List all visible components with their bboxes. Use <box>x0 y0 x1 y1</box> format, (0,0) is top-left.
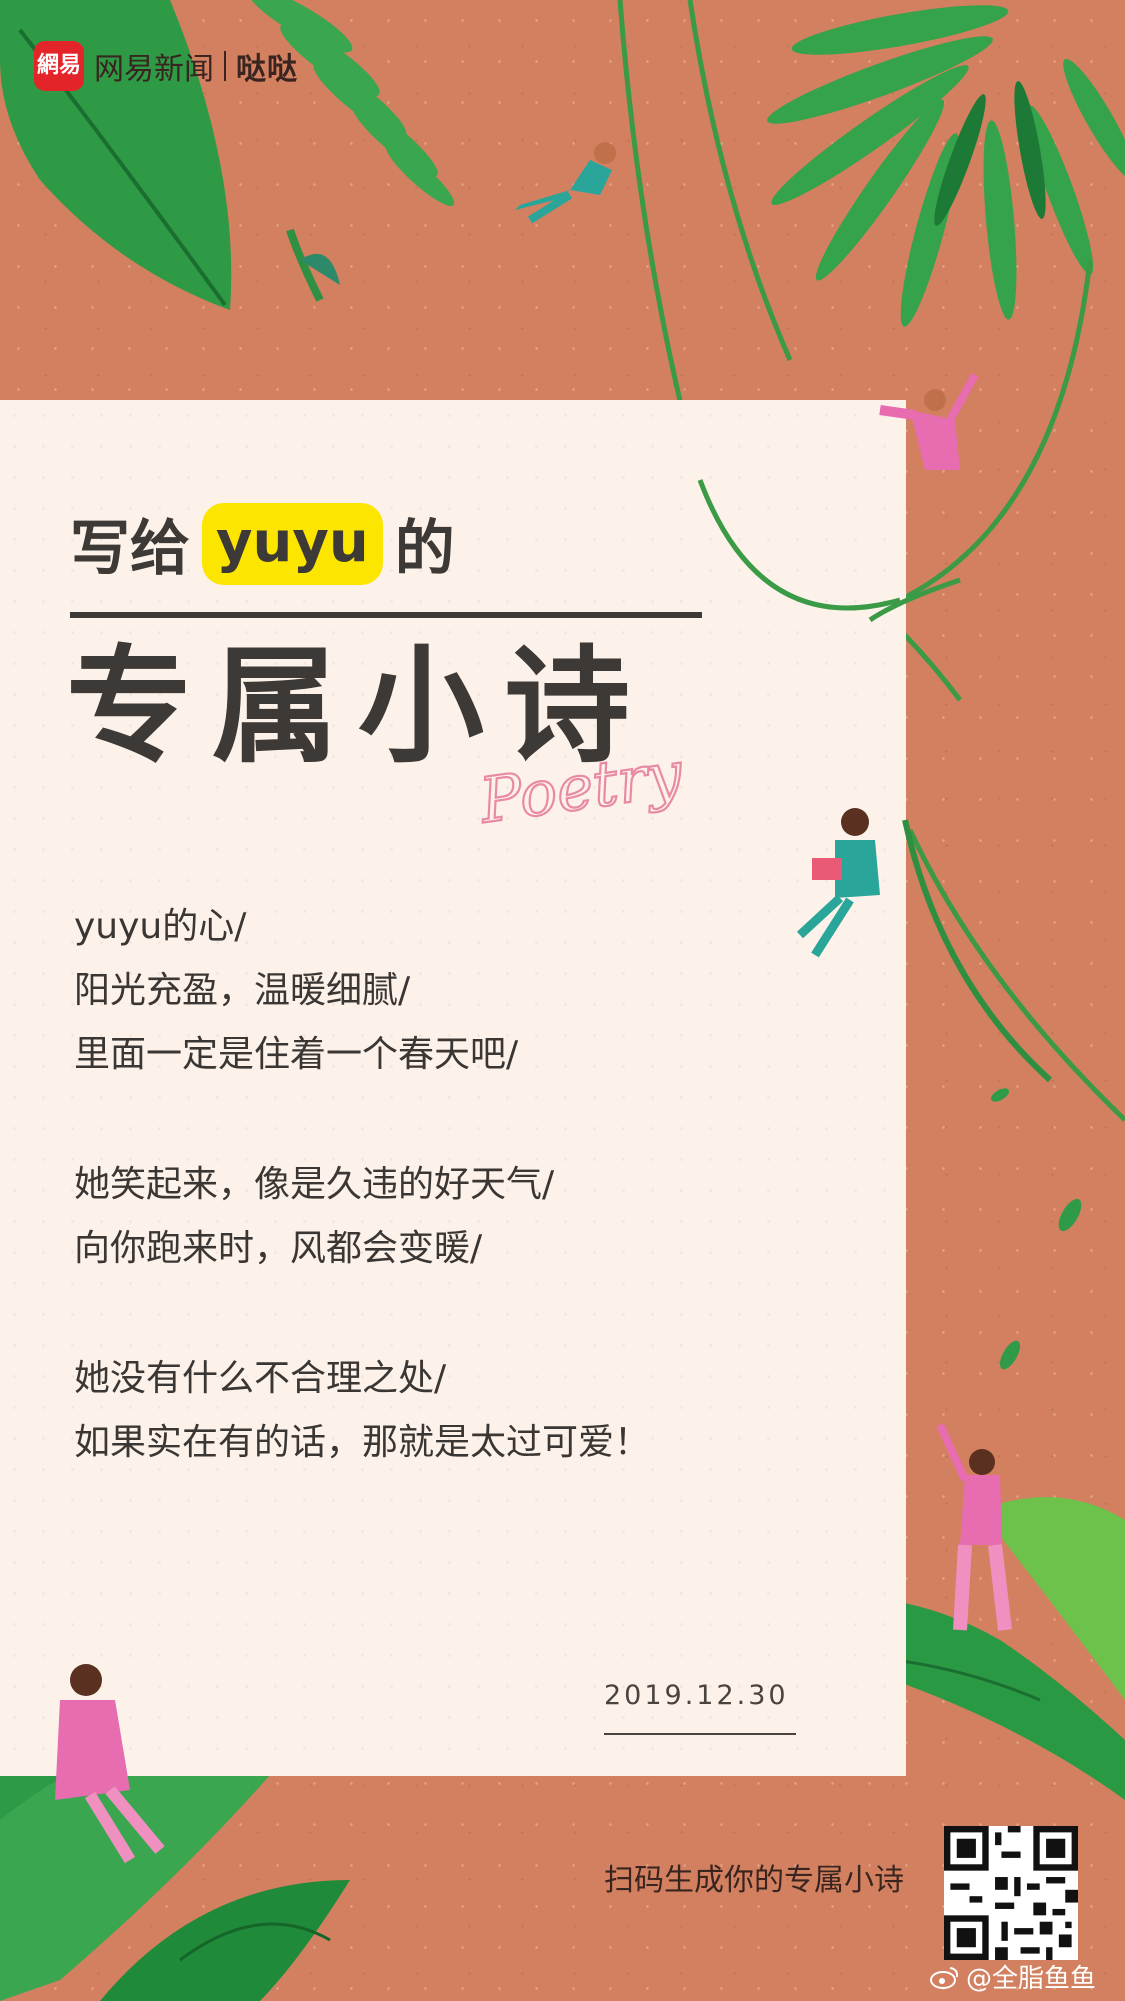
person-reaching-pink <box>936 1423 1012 1631</box>
poem-line: 里面一定是住着一个春天吧/ <box>74 1034 519 1075</box>
title-rule <box>70 612 702 618</box>
date-underline <box>604 1733 796 1735</box>
title-suffix: 的 <box>394 514 455 584</box>
brand-divider <box>224 51 226 81</box>
fern-top <box>247 0 455 207</box>
poem-body: yuyu的心/ 阳光充盈，温暖细腻/ 里面一定是住着一个春天吧/ 她笑起来，像是… <box>74 895 650 1475</box>
poem-line: 她笑起来，像是久违的好天气/ <box>74 1164 555 1205</box>
weibo-watermark: @全脂鱼鱼 <box>930 1958 1096 1995</box>
title-main: 专属小诗 <box>66 633 650 780</box>
person-reading-swing <box>796 808 880 958</box>
poem-line: 如果实在有的话，那就是太过可爱！ <box>74 1422 651 1463</box>
weibo-icon <box>930 1966 959 1989</box>
poetry-script-lettering: Poetry <box>474 736 689 838</box>
brand-name: 网易新闻 <box>94 52 214 87</box>
netease-logo-mark: 網易 <box>34 41 84 91</box>
person-sitting-pink <box>55 1664 165 1864</box>
title-line-1: 写给 yuyu 的 <box>70 500 455 587</box>
poem-card <box>0 400 906 1776</box>
brand-sub-logo: 哒哒 <box>236 52 298 87</box>
title-prefix: 写给 <box>70 514 190 584</box>
watermark-text: @全脂鱼鱼 <box>966 1964 1097 1994</box>
poem-line: 向你跑来时，风都会变暖/ <box>74 1228 483 1269</box>
fern-top-right <box>767 5 1125 327</box>
brand-logo: 網易 网易新闻 哒哒 <box>34 40 298 92</box>
person-flying-teal <box>515 142 616 224</box>
paper-texture <box>0 400 906 1776</box>
poem-line: 阳光充盈，温暖细腻/ <box>74 970 411 1011</box>
poem-line: yuyu的心/ <box>74 906 247 947</box>
person-climbing-pink <box>879 373 979 470</box>
scan-prompt: 扫码生成你的专属小诗 <box>604 1863 904 1898</box>
recipient-name-highlight: yuyu <box>202 502 383 585</box>
poem-date: 2019.12.30 <box>604 1680 789 1711</box>
qr-code[interactable] <box>944 1826 1078 1960</box>
poem-line: 她没有什么不合理之处/ <box>74 1358 447 1399</box>
